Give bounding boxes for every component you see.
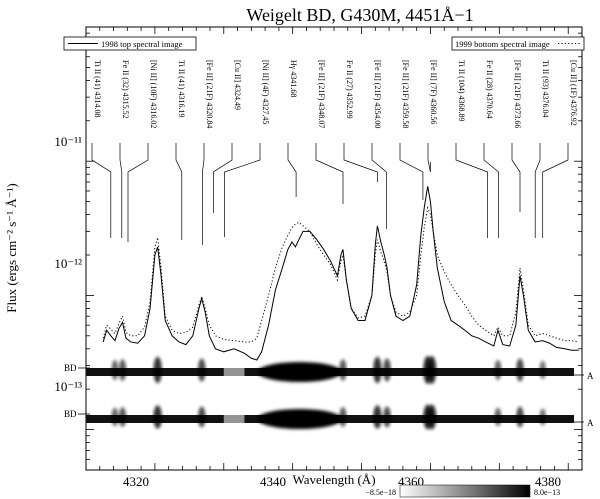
line-id-label: [Fe II] (21F) 4373.66 xyxy=(513,60,522,128)
legend-box-right xyxy=(451,36,585,51)
spectral-image-top xyxy=(86,356,574,384)
line-id-label: [Fe II] (21F) 4354.00 xyxy=(373,60,382,128)
hgamma-blob xyxy=(257,362,342,382)
spectral-image-bottom xyxy=(86,404,574,430)
line-id-leader xyxy=(427,143,431,173)
line-id-leader xyxy=(511,143,521,212)
y-axis-label: Flux (ergs cm⁻² s⁻¹ Å⁻¹) xyxy=(4,183,19,313)
emission-knot xyxy=(111,407,119,427)
image-label-a: A xyxy=(587,371,594,381)
line-id-label: [Fe II] (21F) 4348.07 xyxy=(317,60,326,128)
emission-knot xyxy=(339,359,347,381)
emission-knot xyxy=(494,360,502,380)
line-id-leader xyxy=(483,143,499,238)
line-id-label: [Ni II] (4F) 4327.45 xyxy=(261,60,270,124)
line-id-leader xyxy=(542,143,569,238)
emission-knot xyxy=(111,360,119,380)
line-identifications: Ti II (41) 4314.08 Fe II (32) 4315.52 [Ni … xyxy=(91,60,578,245)
line-id-leader xyxy=(119,143,123,238)
colorbar-min-label: −8.5e−18 xyxy=(365,488,396,497)
spectral-images xyxy=(86,356,574,430)
line-id-label: Fe II (28) 4370.64 xyxy=(485,60,494,119)
line-id-leader xyxy=(175,143,183,240)
image-label-bd: BD xyxy=(64,363,77,373)
spectra xyxy=(102,186,579,361)
line-id-leader xyxy=(224,143,261,237)
line-id-leader xyxy=(534,143,541,238)
line-id-leader xyxy=(455,143,488,238)
line-id-label: Fe II (27) 4352.99 xyxy=(345,60,354,119)
emission-knot xyxy=(153,405,162,429)
emission-knot xyxy=(118,407,127,427)
line-id-label: Ti II (41) 4314.08 xyxy=(93,60,102,117)
legend-label-1999: 1999 bottom spectral image xyxy=(455,39,550,49)
emission-knot xyxy=(427,404,437,430)
line-id-label: [Fe II] (21F) 4359.58 xyxy=(401,60,410,128)
emission-knot xyxy=(516,406,524,428)
hgamma-blob xyxy=(257,409,342,429)
line-id-leader xyxy=(287,143,297,197)
gap-band xyxy=(223,363,245,381)
x-tick-label: 4320 xyxy=(123,474,149,489)
line-id-label: [Fe II] (21F) 4320.84 xyxy=(205,60,214,128)
colorbar-max-label: 8.0e−13 xyxy=(534,488,560,497)
line-id-label: [Ni II] (10F) 4316.02 xyxy=(149,60,158,128)
line-id-label: [Cu II] (1F) 4376.92 xyxy=(569,60,578,126)
emission-knot xyxy=(118,359,127,381)
y-tick-label: 10⁻¹³ xyxy=(54,379,82,394)
emission-knot xyxy=(539,360,546,380)
y-tick-label: 10⁻¹¹ xyxy=(54,134,82,149)
y-tick-label: 10⁻¹² xyxy=(54,256,82,271)
line-id-label: Hγ 4341.68 xyxy=(289,60,298,97)
line-id-leader xyxy=(315,143,344,204)
plot-frame xyxy=(85,26,583,471)
line-id-label: [Fe II] (7F) 4360.56 xyxy=(429,60,438,124)
x-tick-label: 4380 xyxy=(535,474,561,489)
line-id-label: Ti II (93) 4376.04 xyxy=(541,60,550,117)
gap-band xyxy=(223,410,245,428)
x-axis-label: Wavelength (Å) xyxy=(292,472,375,487)
colorbar xyxy=(399,484,531,498)
emission-knot xyxy=(383,358,391,382)
emission-knot xyxy=(153,356,162,384)
line-id-leader xyxy=(213,143,233,213)
emission-knot xyxy=(197,406,206,428)
emission-knot xyxy=(427,356,437,384)
line-id-leader xyxy=(202,143,205,245)
x-axis-ticks xyxy=(85,27,583,470)
emission-knot xyxy=(383,406,391,428)
emission-knot xyxy=(373,356,382,384)
image-label-bd: BD xyxy=(64,409,77,419)
emission-knot xyxy=(516,358,524,382)
y-axis-ticks xyxy=(86,26,582,471)
line-id-leader xyxy=(399,143,424,200)
line-id-label: Fe II (32) 4315.52 xyxy=(121,60,130,119)
emission-knot xyxy=(373,405,382,429)
line-id-label: [Cu II] 4324.49 xyxy=(233,60,242,110)
series-line-1999 xyxy=(102,205,579,343)
line-id-label: Ti II (41) 4316.19 xyxy=(177,60,186,117)
legend-box-left xyxy=(63,36,197,51)
line-id-leader xyxy=(371,143,387,229)
emission-knot xyxy=(494,407,502,427)
chart-title: Weigelt BD, G430M, 4451Å−1 xyxy=(246,5,473,25)
line-id-leader xyxy=(127,143,149,242)
line-id-leader xyxy=(91,143,112,238)
x-tick-label: 4340 xyxy=(260,474,286,489)
series-line-1998 xyxy=(102,186,579,361)
line-id-leader xyxy=(343,143,378,182)
line-id-label: Ti II (104) 4368.89 xyxy=(457,60,466,121)
emission-knot xyxy=(539,408,546,426)
emission-knot xyxy=(197,358,206,382)
emission-knot xyxy=(339,407,347,427)
image-label-a: A xyxy=(587,418,594,428)
legend-label-1998: 1998 top spectral image xyxy=(101,39,183,49)
